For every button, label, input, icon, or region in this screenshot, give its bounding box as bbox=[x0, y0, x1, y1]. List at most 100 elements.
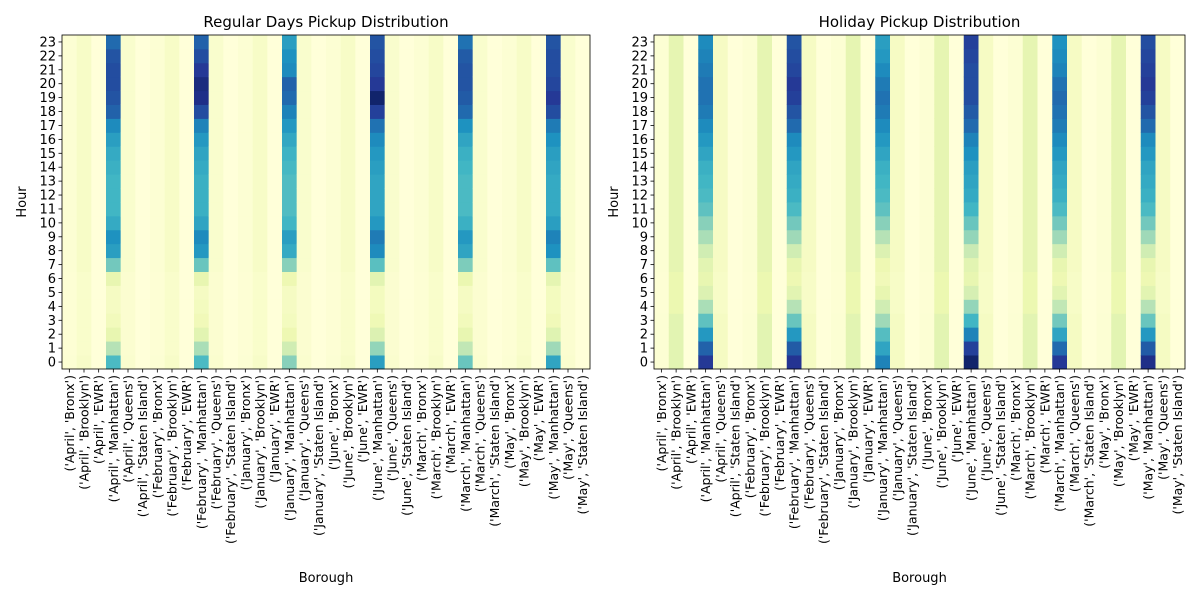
heatmap-cell bbox=[786, 271, 802, 286]
heatmap-cell bbox=[1022, 146, 1038, 161]
heatmap-cell bbox=[1170, 132, 1186, 147]
heatmap-cell bbox=[1081, 341, 1097, 356]
heatmap-cell bbox=[502, 299, 518, 314]
heatmap-cell bbox=[934, 327, 950, 342]
heatmap-cell bbox=[120, 257, 136, 272]
heatmap-cell bbox=[516, 76, 532, 92]
heatmap-cell bbox=[786, 160, 802, 175]
heatmap-cell bbox=[963, 174, 979, 189]
heatmap-cell bbox=[772, 299, 788, 314]
heatmap-cell bbox=[472, 313, 488, 328]
heatmap-cell bbox=[1155, 341, 1171, 356]
heatmap-cell bbox=[875, 299, 891, 314]
heatmap-cell bbox=[831, 299, 847, 314]
heatmap-cell bbox=[1096, 229, 1112, 245]
heatmap-cell bbox=[62, 299, 78, 314]
heatmap-cell bbox=[208, 215, 224, 231]
heatmap-cell bbox=[135, 160, 151, 175]
heatmap-cell bbox=[575, 243, 591, 259]
heatmap-cell bbox=[428, 48, 444, 64]
heatmap-cell bbox=[1096, 62, 1112, 78]
heatmap-cell bbox=[654, 35, 670, 50]
heatmap-cell bbox=[713, 104, 729, 119]
heatmap-cell bbox=[62, 76, 78, 92]
heatmap-cell bbox=[1067, 299, 1083, 314]
heatmap-cell bbox=[62, 62, 78, 78]
heatmap-cell bbox=[267, 229, 283, 245]
heatmap-cell bbox=[150, 313, 166, 328]
heatmap-cell bbox=[370, 160, 386, 175]
heatmap-cell bbox=[91, 188, 107, 203]
heatmap-cell bbox=[683, 327, 699, 342]
heatmap-cell bbox=[654, 355, 670, 370]
heatmap-cell bbox=[502, 160, 518, 175]
heatmap-cell bbox=[516, 104, 532, 119]
heatmap-cell bbox=[713, 174, 729, 189]
heatmap-cell bbox=[1126, 215, 1142, 231]
y-tick-label: 3 bbox=[640, 314, 648, 329]
heatmap-cell bbox=[1096, 341, 1112, 356]
heatmap-cell bbox=[575, 215, 591, 231]
heatmap-cell bbox=[831, 327, 847, 342]
heatmap-cell bbox=[164, 285, 180, 300]
x-tick-label: ('February', 'Manhattan') bbox=[787, 375, 802, 529]
y-tick-label: 11 bbox=[631, 202, 648, 217]
heatmap-cell bbox=[727, 118, 743, 133]
heatmap-cell bbox=[560, 104, 576, 119]
heatmap-cell bbox=[993, 257, 1009, 272]
heatmap-cell bbox=[296, 299, 312, 314]
heatmap-cell bbox=[845, 62, 861, 78]
heatmap-cell bbox=[370, 215, 386, 231]
heatmap-cell bbox=[890, 327, 906, 342]
heatmap-cell bbox=[296, 257, 312, 272]
heatmap-cell bbox=[487, 229, 503, 245]
heatmap-cell bbox=[560, 327, 576, 342]
heatmap-cell bbox=[340, 299, 356, 314]
heatmap-cell bbox=[399, 285, 415, 300]
heatmap-cell bbox=[326, 327, 342, 342]
heatmap-cell bbox=[801, 341, 817, 356]
heatmap-cell bbox=[742, 132, 758, 147]
heatmap-cell bbox=[1111, 243, 1127, 259]
heatmap-cell bbox=[252, 285, 268, 300]
heatmap-cell bbox=[904, 76, 920, 92]
heatmap-cell bbox=[978, 35, 994, 50]
heatmap-cell bbox=[1067, 215, 1083, 231]
heatmap-cell bbox=[164, 271, 180, 286]
heatmap-cell bbox=[727, 215, 743, 231]
x-tick-label: ('May', 'Queens') bbox=[1155, 375, 1170, 480]
heatmap-cell bbox=[208, 76, 224, 92]
heatmap-cell bbox=[282, 215, 298, 231]
heatmap-cell bbox=[1111, 118, 1127, 133]
y-tick-label: 7 bbox=[48, 258, 56, 273]
heatmap-cell bbox=[993, 146, 1009, 161]
heatmap-cell bbox=[472, 160, 488, 175]
heatmap-cell bbox=[458, 285, 474, 300]
heatmap-cell bbox=[934, 160, 950, 175]
heatmap-cell bbox=[904, 62, 920, 78]
heatmap-cell bbox=[443, 76, 459, 92]
heatmap-cell bbox=[1155, 62, 1171, 78]
heatmap-cell bbox=[370, 90, 386, 105]
heatmap-cell bbox=[296, 90, 312, 105]
heatmap-cell bbox=[282, 285, 298, 300]
heatmap-cell bbox=[1067, 48, 1083, 64]
heatmap-cell bbox=[296, 202, 312, 217]
heatmap-cell bbox=[340, 90, 356, 105]
heatmap-cell bbox=[238, 299, 254, 314]
heatmap-cell bbox=[875, 118, 891, 133]
heatmap-cell bbox=[575, 62, 591, 78]
heatmap-cell bbox=[164, 243, 180, 259]
y-tick-label: 19 bbox=[39, 91, 56, 106]
heatmap-cell bbox=[1037, 62, 1053, 78]
heatmap-cell bbox=[1140, 355, 1156, 370]
heatmap-cell bbox=[311, 299, 327, 314]
heatmap-cell bbox=[1081, 285, 1097, 300]
heatmap-cell bbox=[91, 215, 107, 231]
heatmap-cell bbox=[575, 160, 591, 175]
heatmap-cell bbox=[831, 341, 847, 356]
heatmap-cell bbox=[831, 104, 847, 119]
heatmap-cell bbox=[757, 48, 773, 64]
heatmap-cell bbox=[742, 62, 758, 78]
heatmap-cell bbox=[904, 271, 920, 286]
